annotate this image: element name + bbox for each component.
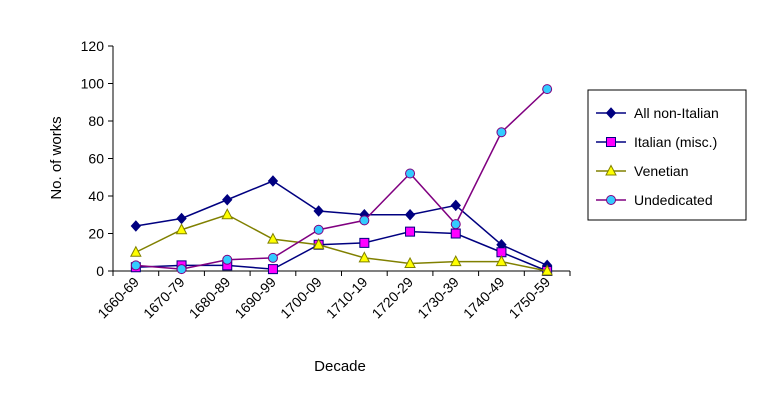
data-point	[267, 264, 278, 275]
series-line	[135, 88, 548, 270]
series-line	[135, 180, 548, 267]
legend-marker	[606, 195, 616, 205]
legend-item: Venetian	[596, 163, 689, 179]
y-tick-label: 80	[88, 113, 104, 129]
data-point	[450, 228, 461, 239]
series-undedicated	[130, 84, 553, 275]
legend-marker	[605, 164, 617, 176]
data-point	[449, 255, 462, 267]
series-line	[135, 213, 548, 272]
data-point	[222, 254, 233, 265]
legend-item: Undedicated	[596, 192, 713, 208]
data-point	[542, 84, 553, 95]
data-point	[495, 255, 508, 267]
y-tick-label: 60	[88, 151, 104, 167]
data-point	[267, 252, 278, 263]
legend: All non-Italian Italian (misc.) Venetian Un…	[587, 89, 747, 221]
data-point	[450, 219, 461, 230]
legend-marker	[605, 107, 617, 119]
x-tick-label: 1720-29	[369, 274, 417, 322]
data-point	[405, 168, 416, 179]
x-tick-label: 1670-79	[140, 274, 188, 322]
data-point	[176, 264, 187, 275]
data-point	[359, 237, 370, 248]
y-tick-label: 40	[88, 188, 104, 204]
x-tick-label: 1730-39	[414, 274, 462, 322]
series-venetian	[130, 208, 553, 276]
x-tick-label: 1700-09	[277, 274, 325, 322]
x-axis-title: Decade	[314, 358, 366, 375]
data-point	[312, 238, 325, 250]
data-point	[130, 245, 142, 257]
x-tick-label: 1740-49	[460, 274, 508, 322]
x-tick-label: 1750-59	[506, 274, 554, 322]
data-point	[404, 209, 416, 221]
x-tick-label: 1710-19	[323, 274, 371, 322]
data-point	[313, 205, 324, 217]
data-point	[130, 260, 141, 271]
y-tick-label: 120	[81, 38, 105, 54]
y-axis: 0 20 40 60 80 100 120	[81, 38, 114, 279]
data-point	[496, 127, 507, 138]
legend-item: All non-Italian	[596, 105, 719, 121]
data-point	[313, 224, 324, 235]
x-tick-label: 1660-69	[94, 274, 142, 322]
data-point	[175, 223, 188, 235]
data-point	[405, 226, 416, 237]
legend-label: All non-Italian	[634, 105, 719, 121]
x-tick-label: 1690-99	[231, 274, 279, 322]
data-point	[221, 208, 234, 220]
data-point	[176, 212, 187, 225]
data-point	[541, 264, 553, 276]
data-point	[222, 194, 233, 206]
y-tick-label: 100	[81, 76, 105, 92]
x-tick-label: 1680-89	[186, 274, 234, 322]
legend-marker	[606, 137, 616, 147]
data-point	[358, 251, 371, 263]
data-point	[130, 220, 142, 232]
data-point	[450, 199, 461, 212]
data-point	[267, 175, 279, 187]
data-point	[267, 232, 279, 244]
y-tick-label: 0	[96, 263, 104, 279]
y-axis-title: No. of works	[48, 116, 65, 199]
legend-label: Italian (misc.)	[634, 134, 717, 150]
legend-label: Venetian	[634, 163, 689, 179]
y-tick-label: 20	[88, 226, 104, 242]
legend-item: Italian (misc.)	[596, 134, 717, 150]
data-point	[404, 256, 416, 268]
plot-area	[130, 84, 553, 276]
series-all-non-italian	[130, 175, 553, 272]
x-axis: 1660-691670-791680-891690-991700-091710-…	[94, 270, 571, 322]
data-point	[359, 215, 370, 226]
series-line	[135, 230, 548, 272]
legend-label: Undedicated	[634, 192, 713, 208]
